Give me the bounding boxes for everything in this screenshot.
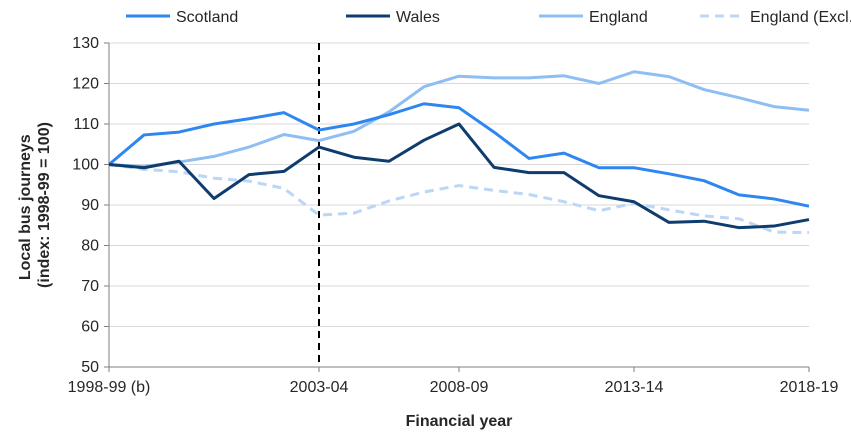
series-line-england-excl-london <box>108 163 810 235</box>
x-tick-label-2: 2008-09 <box>430 379 489 396</box>
legend-label-wales: Wales <box>396 9 440 26</box>
y-axis-title-line-2: (index: 1998-99 = 100) <box>36 122 53 288</box>
axis-labels: 50 60 70 80 90 100 110 120 130 1998-99 (b) 2003-04… <box>68 35 839 396</box>
y-tick-label-100: 100 <box>72 157 99 174</box>
legend: Scotland Wales England England (Excl. Londo… <box>126 9 851 26</box>
series-line-wales <box>108 122 810 230</box>
x-tick-label-4: 2018-19 <box>780 379 839 396</box>
legend-label-england-excl-london: England (Excl. London) <box>750 9 851 26</box>
series-line-scotland <box>108 102 810 208</box>
x-tick-label-0: 1998-99 (b) <box>68 379 151 396</box>
y-tick-label-90: 90 <box>81 197 99 214</box>
y-tick-label-70: 70 <box>81 278 99 295</box>
gridlines <box>109 42 809 327</box>
x-tick-label-1: 2003-04 <box>290 379 349 396</box>
y-axis-title: Local bus journeys (index: 1998-99 = 100… <box>17 122 53 288</box>
y-tick-label-110: 110 <box>73 116 99 133</box>
legend-label-england: England <box>589 9 648 26</box>
y-axis-title-line-1: Local bus journeys <box>17 134 34 280</box>
y-tick-label-130: 130 <box>72 35 99 52</box>
axes <box>104 42 810 372</box>
series-line-england <box>108 70 810 169</box>
y-tick-label-120: 120 <box>72 76 99 93</box>
x-axis-title: Financial year <box>406 413 513 430</box>
x-tick-label-3: 2013-14 <box>605 379 664 396</box>
y-tick-label-60: 60 <box>81 319 99 336</box>
legend-label-scotland: Scotland <box>176 9 238 26</box>
y-tick-label-80: 80 <box>81 238 99 255</box>
plot-area <box>108 70 810 235</box>
y-tick-label-50: 50 <box>81 359 99 376</box>
